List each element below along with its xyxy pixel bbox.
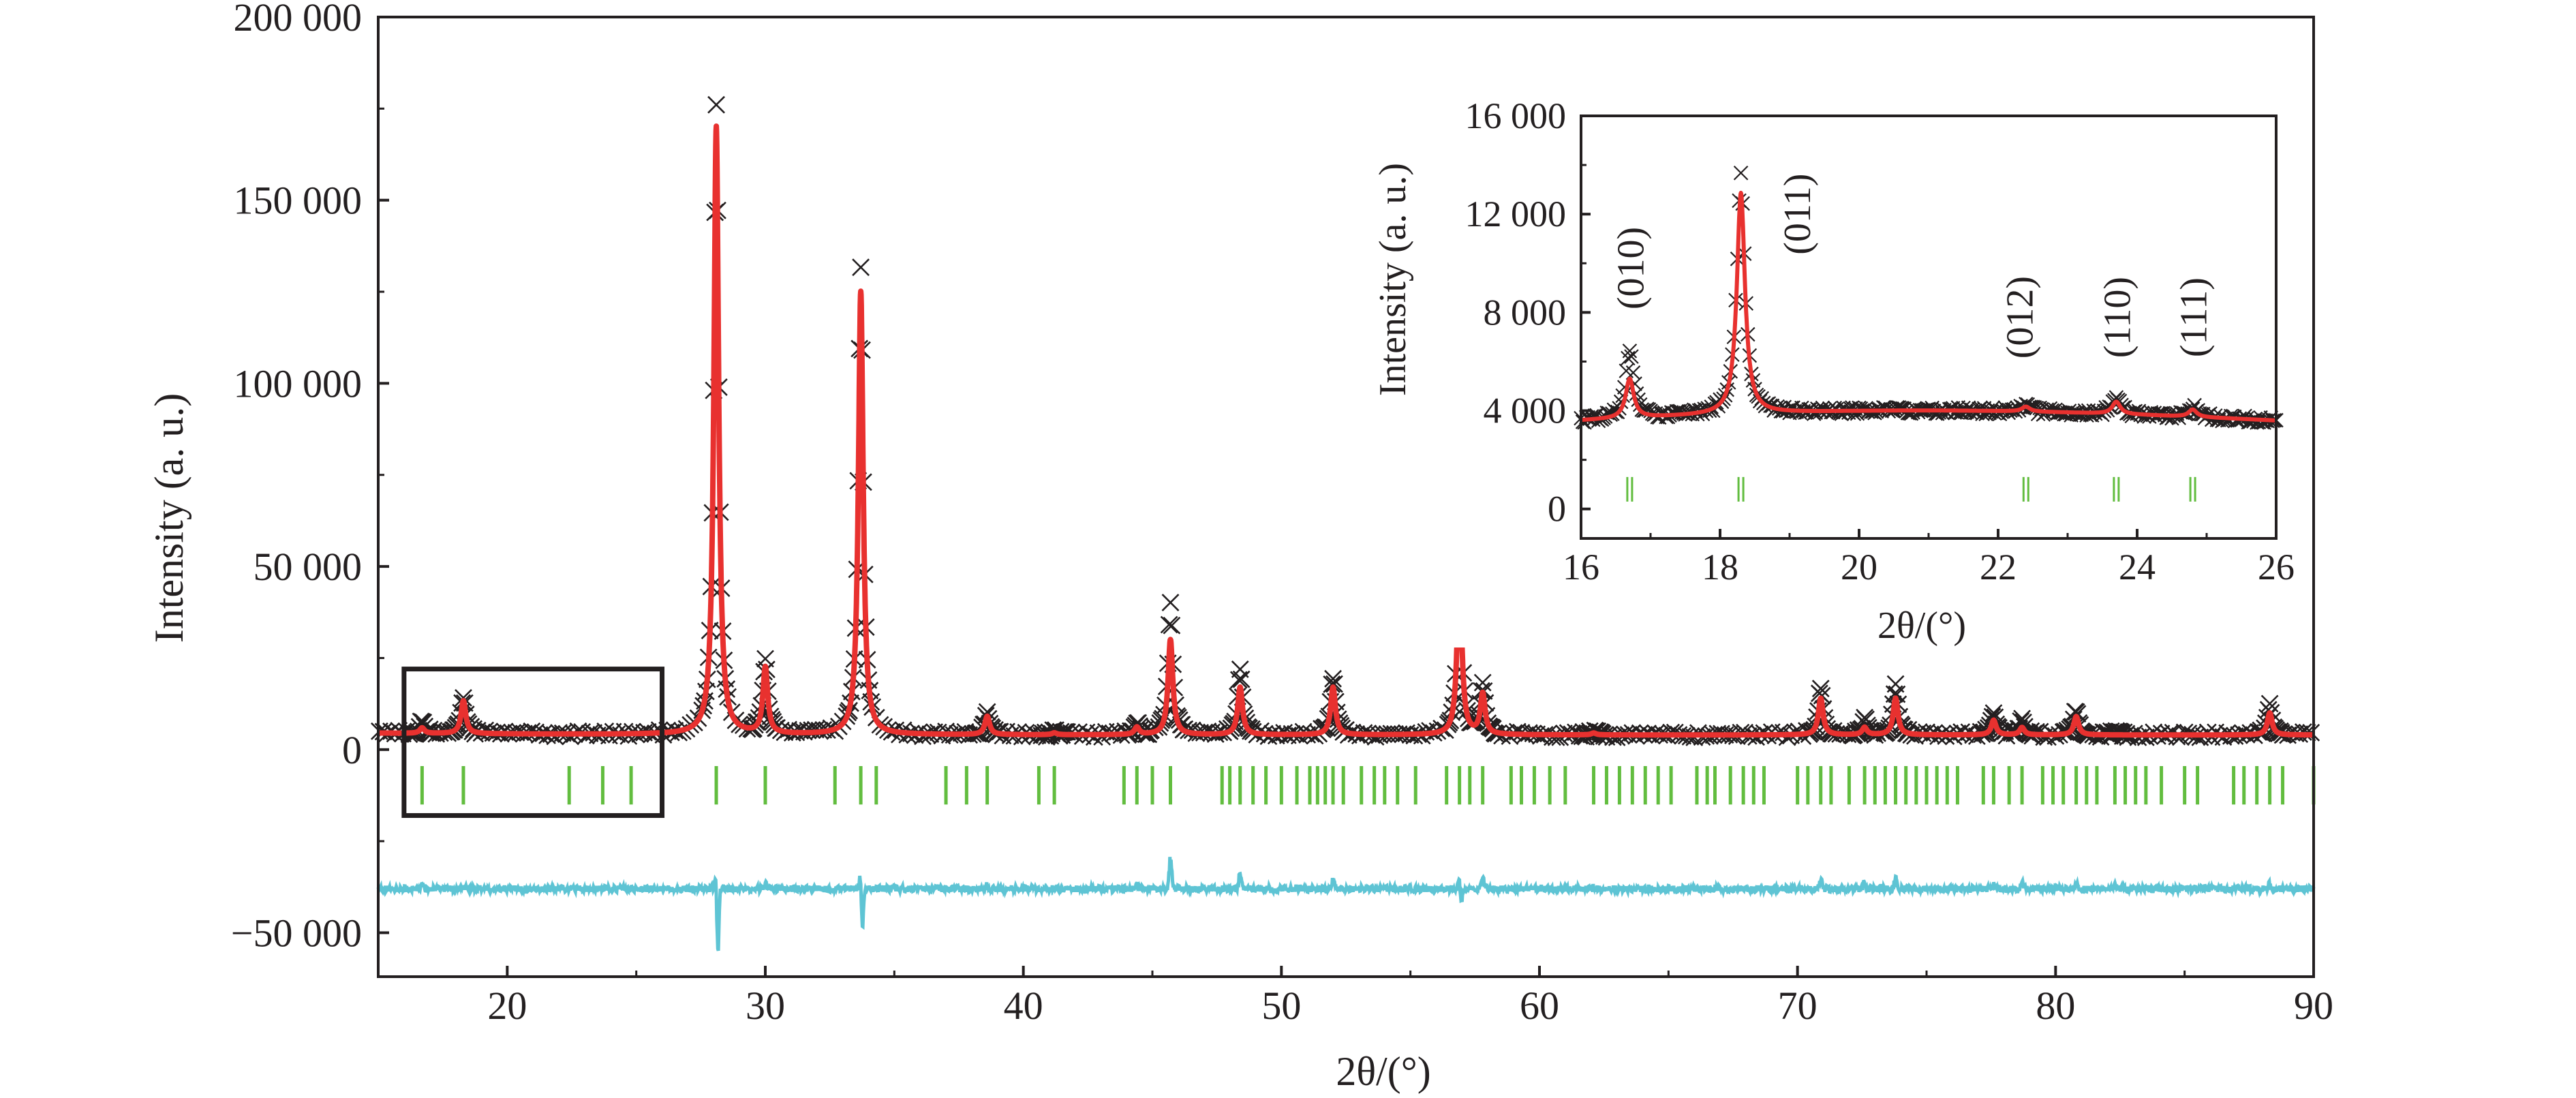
main-y-tick-label: 200 000 xyxy=(234,0,363,40)
main-x-tick-label: 20 xyxy=(487,983,527,1028)
inset-y-tick-label: 4 000 xyxy=(1484,391,1567,431)
observed-point xyxy=(852,258,870,277)
observed-point xyxy=(1325,675,1343,693)
inset-x-tick-label: 18 xyxy=(1702,547,1738,588)
observed-point xyxy=(707,95,725,114)
observed-point xyxy=(1323,675,1341,693)
inset-y-tick-label: 16 000 xyxy=(1465,95,1567,136)
inset-x-tick-label: 26 xyxy=(2258,547,2295,588)
main-y-tick-label: −50 000 xyxy=(231,911,362,956)
main-chart: 20 30 40 50 60 70 80 90 −50 000 0 50 000 100 000 15… xyxy=(147,0,2333,1094)
hkl-label: (011) xyxy=(1777,174,1819,255)
main-y-axis-title: Intensity (a. u.) xyxy=(147,393,191,643)
inset-y-tick-label: 12 000 xyxy=(1465,194,1567,234)
main-x-tick-label: 40 xyxy=(1004,983,1043,1028)
observed-point xyxy=(1232,670,1251,688)
main-x-axis-title: 2θ/(°) xyxy=(1336,1049,1430,1094)
main-difference-curve xyxy=(376,857,2316,951)
hkl-label: (111) xyxy=(2173,277,2215,357)
main-x-tick-label: 60 xyxy=(1520,983,1559,1028)
main-x-tick-label: 90 xyxy=(2294,983,2333,1028)
inset-x-tick-label: 16 xyxy=(1563,547,1599,588)
hkl-label: (012) xyxy=(1999,276,2042,359)
inset-x-tick-label: 20 xyxy=(1841,547,1877,588)
observed-point xyxy=(1163,616,1181,635)
main-x-tick-label: 80 xyxy=(2036,983,2075,1028)
inset-y-axis-title: Intensity (a. u.) xyxy=(1372,163,1414,396)
inset-x-axis-title: 2θ/(°) xyxy=(1877,605,1966,647)
main-x-axis: 20 30 40 50 60 70 80 90 xyxy=(377,966,2333,1028)
inset-x-tick-label: 22 xyxy=(1980,547,2017,588)
observed-point xyxy=(1324,669,1342,688)
difference-line xyxy=(376,857,2316,951)
main-x-tick-label: 30 xyxy=(746,983,785,1028)
main-y-tick-label: 0 xyxy=(342,728,362,772)
inset-y-tick-label: 0 xyxy=(1548,489,1566,530)
inset-x-tick-label: 24 xyxy=(2119,547,2156,588)
main-plot-area xyxy=(370,95,2320,951)
main-y-axis: −50 000 0 50 000 100 000 150 000 200 000 xyxy=(231,0,389,956)
main-x-tick-label: 50 xyxy=(1261,983,1301,1028)
inset-y-tick-label: 8 000 xyxy=(1484,292,1567,333)
main-bragg-ticks xyxy=(420,765,2316,805)
observed-point xyxy=(1473,673,1492,692)
hkl-label: (010) xyxy=(1610,227,1652,309)
main-y-tick-label: 50 000 xyxy=(254,545,363,589)
inset-chart: (010) (011) (012) (110) (111) 16 18 20 22 24 26 0… xyxy=(1372,89,2303,647)
observed-point xyxy=(978,703,996,721)
main-y-tick-label: 100 000 xyxy=(234,361,363,406)
observed-point xyxy=(1160,615,1178,634)
main-x-tick-label: 70 xyxy=(1778,983,1818,1028)
hkl-label: (110) xyxy=(2096,277,2138,358)
observed-point xyxy=(1161,594,1180,611)
observed-point xyxy=(455,688,472,707)
main-y-tick-label: 150 000 xyxy=(234,179,363,223)
